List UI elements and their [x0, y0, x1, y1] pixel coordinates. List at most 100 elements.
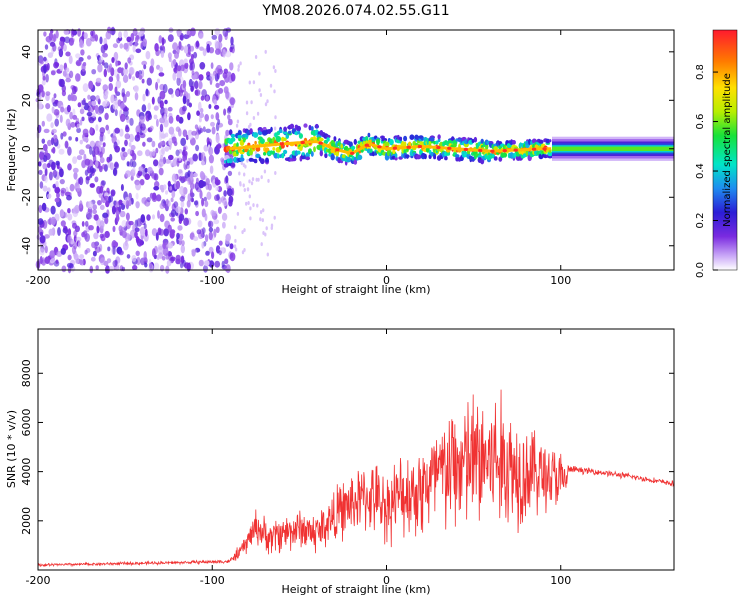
spectrogram-signal-cell — [319, 150, 323, 157]
spectrogram-noise-cell — [153, 114, 158, 120]
spectrogram-signal-cell — [283, 126, 287, 132]
spectrogram-noise-cell — [96, 225, 100, 234]
spectrogram-halo-cell — [262, 208, 265, 213]
spectrogram-noise-cell — [51, 128, 57, 134]
spectrogram-signal-cell — [547, 151, 553, 157]
spectrogram-noise-cell — [118, 31, 123, 39]
spectrogram-noise-cell — [198, 179, 205, 189]
spectrogram-noise-cell — [204, 234, 209, 243]
spectrogram-noise-cell — [191, 70, 195, 76]
spectrogram-signal-cell — [324, 152, 328, 159]
spectrogram-noise-cell — [175, 206, 182, 214]
spectrogram-noise-cell — [165, 190, 168, 195]
spectrogram-noise-cell — [130, 175, 134, 181]
spectrogram-halo-cell — [249, 216, 252, 221]
spectrogram-signal-cell — [230, 137, 236, 142]
spectrogram-signal-cell — [230, 163, 236, 168]
spectrogram-noise-cell — [144, 228, 148, 237]
spectrogram-noise-cell — [214, 27, 221, 36]
spectrogram-noise-cell — [44, 44, 49, 50]
spectrogram-noise-cell — [202, 126, 206, 133]
spectrogram-signal-cell — [267, 129, 272, 134]
spectrogram-noise-cell — [194, 181, 199, 191]
spectrogram-noise-cell — [146, 77, 152, 86]
spectrogram-noise-cell — [157, 96, 162, 104]
colorbar-ticks: 0.0 0.2 0.4 0.6 0.8 — [695, 64, 718, 278]
spectrogram-noise-cell — [91, 69, 97, 75]
spectrogram-noise-cell — [172, 42, 178, 51]
spectrogram-halo-cell — [273, 215, 276, 220]
spectrogram-signal-cell — [405, 154, 410, 158]
spectrogram-noise-cell — [87, 94, 91, 100]
spectrogram-noise-cell — [159, 141, 166, 146]
spectrogram-noise-cell — [37, 218, 44, 225]
spectrogram-noise-cell — [179, 196, 185, 202]
spectrogram-noise-cell — [171, 173, 177, 182]
spectrogram-noise-cell — [223, 86, 229, 94]
spectrogram-noise-cell — [125, 170, 132, 178]
spectrogram-halo-cell — [257, 177, 260, 182]
spectrogram-halo-cell — [249, 122, 252, 127]
spectrogram-noise-cell — [109, 63, 113, 73]
spectrogram-halo-cell — [254, 55, 258, 59]
spectrogram-noise-cell — [99, 157, 105, 164]
spectrogram-noise-cell — [120, 113, 126, 122]
spectrogram-noise-cell — [109, 27, 116, 36]
spectrogram-noise-cell — [142, 93, 146, 102]
spectrogram-halo-cell — [248, 194, 251, 199]
spectrogram-noise-cell — [44, 167, 48, 177]
spectrogram-noise-cell — [159, 117, 166, 124]
spectrogram-noise-cell — [135, 192, 139, 200]
spectrogram-signal-cell — [259, 138, 265, 145]
spectrogram-noise-cell — [221, 260, 225, 268]
spectrogram-noise-cell — [64, 226, 69, 235]
spectrogram-signal-cell — [231, 134, 235, 138]
spectrogram-noise-cell — [222, 49, 226, 58]
spectrogram-noise-cell — [198, 112, 205, 119]
spectrogram-noise-cell — [59, 179, 65, 185]
spectrogram-noise-cell — [81, 231, 86, 238]
spectrogram-noise-cell — [147, 102, 151, 111]
spectrogram-noise-cell — [225, 50, 232, 58]
spectrogram-noise-cell — [95, 159, 99, 168]
spectrogram-noise-cell — [179, 185, 185, 196]
spectrogram-noise-cell — [198, 259, 204, 267]
spectrogram-noise-cell — [215, 186, 219, 191]
spectrogram-noise-cell — [170, 161, 174, 167]
spectrogram-noise-cell — [79, 259, 83, 266]
spectrogram-noise-cell — [102, 142, 106, 148]
colorbar-tick-label: 0.2 — [695, 213, 706, 229]
spectrogram-noise-cell — [50, 122, 54, 129]
spectrogram-noise-cell — [43, 128, 50, 134]
spectrogram-noise-cell — [60, 247, 66, 255]
spectrogram-noise-cell — [159, 90, 166, 100]
spectrogram-noise-cell — [136, 172, 141, 178]
spectrogram-noise-cell — [187, 112, 191, 121]
spectrogram-noise-cell — [89, 173, 93, 178]
spectrogram-noise-cell — [138, 166, 144, 172]
spectrogram-noise-cell — [84, 169, 89, 176]
spectrogram-signal-cell — [270, 126, 273, 133]
spectrogram-noise-cell — [157, 246, 164, 255]
spectrogram-noise-cell — [182, 105, 187, 112]
spectrogram-signal-cell — [435, 140, 439, 145]
spectrogram-noise-cell — [153, 186, 160, 191]
spectrogram-halo-cell — [273, 89, 276, 94]
spectrogram-noise-cell — [182, 259, 186, 267]
spectrogram-noise-cell — [81, 99, 86, 106]
spectrogram-noise-cell — [160, 107, 166, 116]
spectrogram-noise-cell — [81, 221, 85, 227]
spectrogram-noise-cell — [166, 259, 172, 267]
spectrogram-noise-cell — [177, 225, 183, 231]
spectrogram-noise-cell — [132, 27, 138, 37]
spectrogram-noise-cell — [122, 74, 129, 84]
spectrogram-noise-cell — [125, 212, 130, 221]
snr-series-line — [37, 389, 675, 568]
spectrogram-peak-cell — [478, 148, 483, 153]
spectrogram-signal-cell — [424, 153, 427, 160]
spectrogram-noise-cell — [200, 152, 206, 161]
spectrogram-halo-cell — [274, 171, 277, 175]
spectrogram-noise-cell — [117, 67, 123, 74]
spectrogram-noise-cell — [75, 73, 81, 82]
spectrogram-signal-cell — [394, 153, 398, 158]
